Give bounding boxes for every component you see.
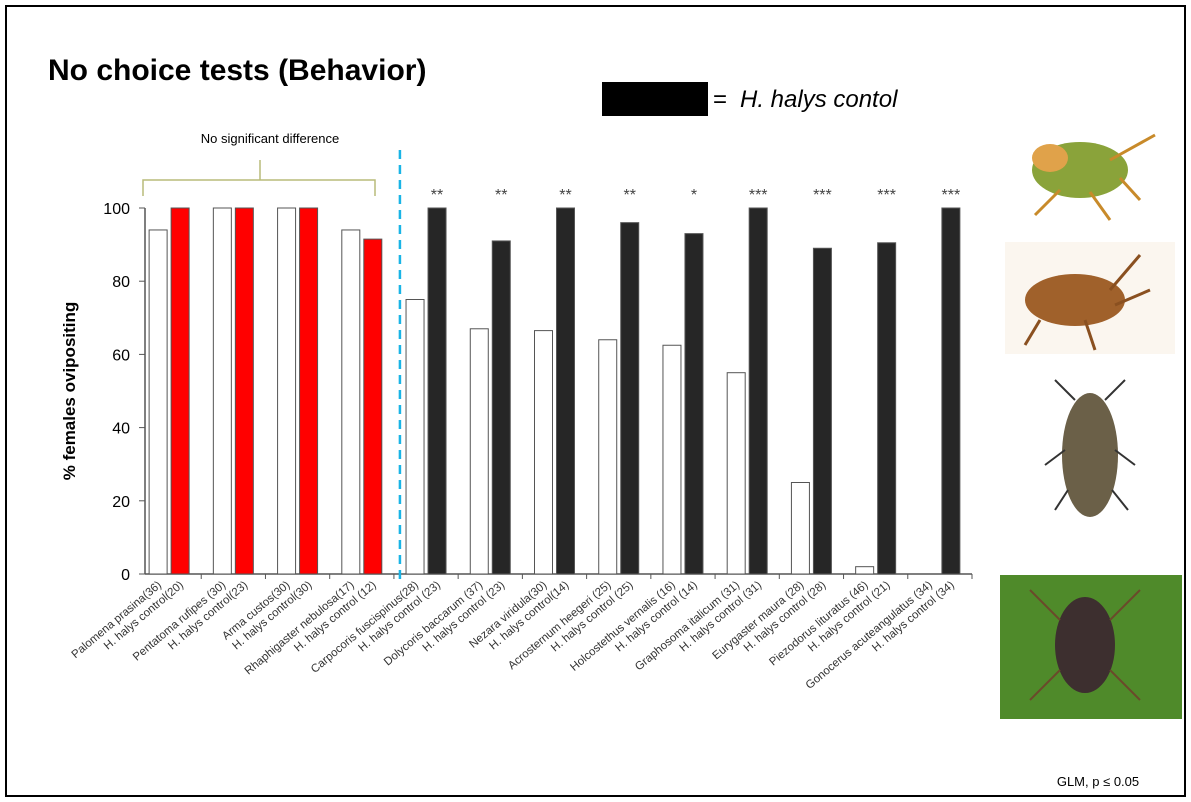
bar	[621, 223, 639, 574]
bar	[663, 345, 681, 574]
bar	[213, 208, 231, 574]
bar	[791, 483, 809, 575]
bar	[749, 208, 767, 574]
y-tick-label: 60	[112, 347, 130, 364]
footnote: GLM, p ≤ 0.05	[1057, 774, 1139, 789]
y-tick-label: 80	[112, 274, 130, 291]
bar	[149, 230, 167, 574]
y-tick-label: 20	[112, 494, 130, 511]
bar	[599, 340, 617, 574]
annotation: No significant difference	[201, 131, 340, 146]
bar	[942, 208, 960, 574]
bar	[364, 239, 382, 574]
bar	[428, 208, 446, 574]
bar	[171, 208, 189, 574]
significance-label: ***	[877, 187, 896, 204]
bar	[342, 230, 360, 574]
y-tick-label: 0	[121, 567, 130, 584]
bar	[878, 243, 896, 574]
significance-label: **	[624, 187, 636, 204]
bar	[300, 208, 318, 574]
legend-prefix: =	[713, 86, 727, 113]
bar	[235, 208, 253, 574]
bar	[278, 208, 296, 574]
y-tick-label: 100	[103, 201, 130, 218]
bar	[535, 331, 553, 574]
bar	[492, 241, 510, 574]
bar	[557, 208, 575, 574]
significance-label: **	[431, 187, 443, 204]
bar	[856, 567, 874, 574]
chart-title: No choice tests (Behavior)	[48, 54, 426, 87]
chart: No choice tests (Behavior) = H. halys co…	[0, 0, 1191, 802]
significance-label: ***	[813, 187, 832, 204]
legend-label: H. halys contol	[740, 86, 898, 113]
y-axis-label: % females ovipositing	[60, 302, 79, 481]
bar	[406, 300, 424, 575]
significance-label: ***	[749, 187, 768, 204]
significance-label: *	[691, 187, 697, 204]
significance-label: **	[495, 187, 507, 204]
bar	[685, 234, 703, 574]
bar	[727, 373, 745, 574]
significance-label: ***	[942, 187, 961, 204]
y-tick-label: 40	[112, 421, 130, 438]
legend-swatch	[602, 82, 708, 116]
significance-label: **	[559, 187, 571, 204]
bar	[813, 248, 831, 574]
bar	[470, 329, 488, 574]
